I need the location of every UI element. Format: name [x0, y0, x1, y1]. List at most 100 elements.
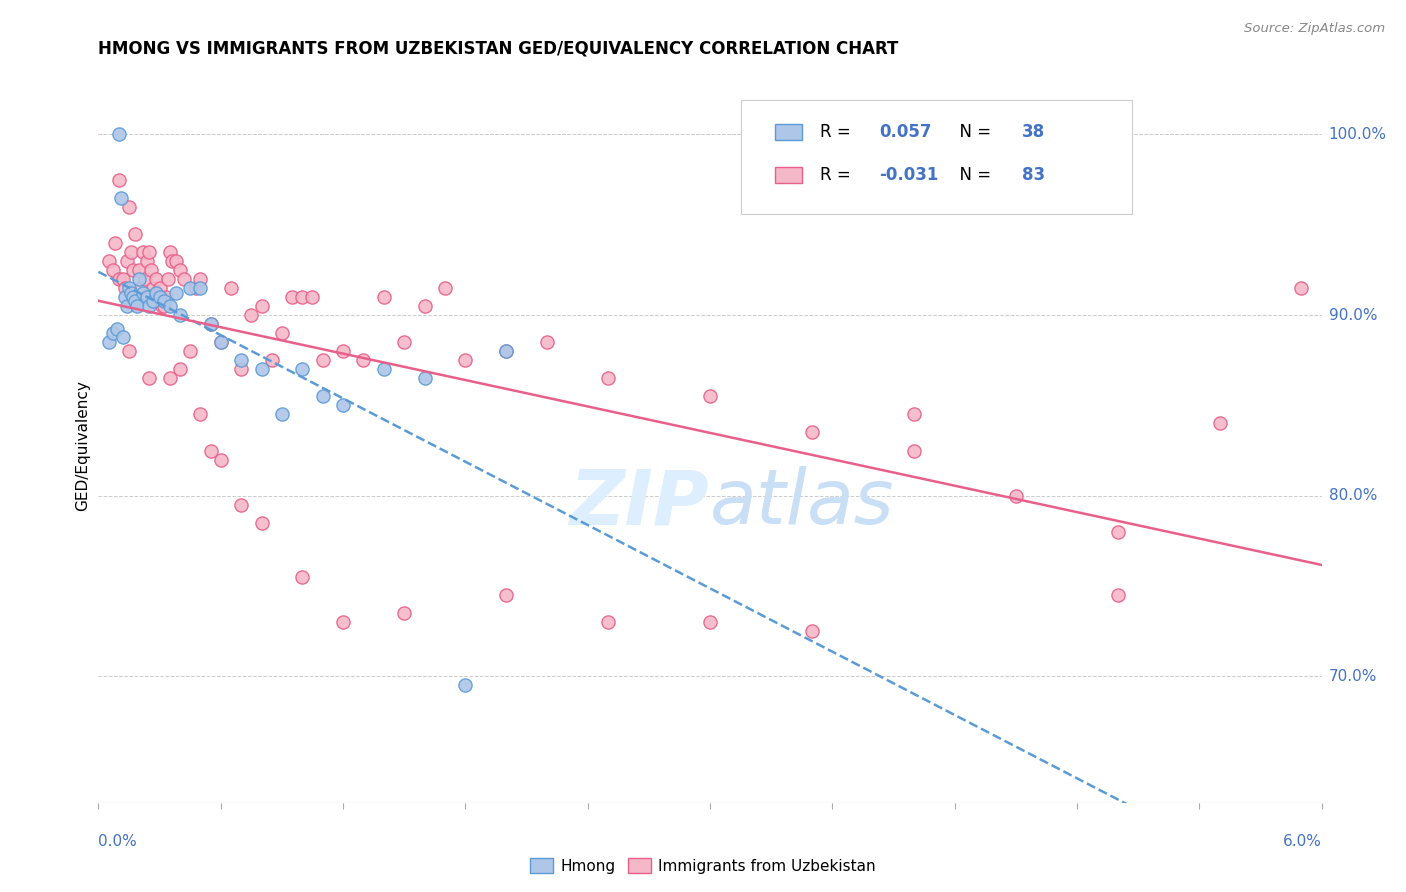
- Text: -0.031: -0.031: [879, 166, 938, 184]
- Point: [104, 235, 127, 250]
- Legend: Hmong, Immigrants from Uzbekistan: Hmong, Immigrants from Uzbekistan: [524, 852, 882, 880]
- Point: [311, 389, 335, 403]
- Text: Source: ZipAtlas.com: Source: ZipAtlas.com: [1244, 22, 1385, 36]
- Point: [142, 293, 165, 308]
- Point: [118, 281, 141, 295]
- Point: [281, 290, 304, 304]
- Point: [1107, 588, 1129, 602]
- Point: [179, 344, 201, 359]
- Text: R =: R =: [820, 166, 856, 184]
- Point: [105, 322, 128, 336]
- Point: [118, 344, 141, 359]
- Point: [114, 290, 136, 304]
- Text: 6.0%: 6.0%: [1282, 834, 1322, 849]
- Point: [903, 408, 925, 422]
- Text: 83: 83: [1022, 166, 1045, 184]
- Point: [332, 615, 354, 629]
- Point: [270, 408, 292, 422]
- Point: [114, 281, 136, 295]
- Point: [108, 128, 131, 142]
- Point: [200, 317, 222, 331]
- Point: [373, 290, 395, 304]
- Point: [134, 272, 156, 286]
- Point: [801, 425, 824, 440]
- Point: [332, 344, 354, 359]
- Point: [352, 353, 374, 368]
- Point: [138, 244, 160, 259]
- Text: 70.0%: 70.0%: [1329, 669, 1376, 684]
- Point: [132, 286, 155, 301]
- Text: ZIP: ZIP: [571, 467, 710, 540]
- Point: [159, 299, 181, 313]
- Point: [250, 299, 273, 313]
- Point: [209, 335, 232, 350]
- Text: 38: 38: [1022, 123, 1045, 141]
- Point: [291, 570, 314, 584]
- Point: [142, 281, 165, 295]
- Point: [209, 452, 232, 467]
- Y-axis label: GED/Equivalency: GED/Equivalency: [75, 381, 90, 511]
- Point: [118, 200, 141, 214]
- Point: [152, 299, 174, 313]
- Point: [454, 678, 477, 692]
- Point: [596, 615, 619, 629]
- Point: [903, 443, 925, 458]
- Point: [159, 371, 181, 385]
- Point: [219, 281, 242, 295]
- Point: [801, 624, 824, 639]
- Point: [373, 362, 395, 376]
- Point: [165, 253, 187, 268]
- Point: [110, 191, 132, 205]
- Point: [1291, 281, 1313, 295]
- Point: [596, 371, 619, 385]
- Point: [169, 308, 191, 322]
- Point: [291, 290, 314, 304]
- Point: [250, 516, 273, 530]
- Point: [209, 335, 232, 350]
- Point: [160, 253, 183, 268]
- Point: [250, 362, 273, 376]
- Text: 80.0%: 80.0%: [1329, 488, 1376, 503]
- Point: [699, 615, 721, 629]
- Point: [179, 281, 201, 295]
- Point: [291, 362, 314, 376]
- Point: [413, 299, 436, 313]
- Point: [108, 272, 131, 286]
- Point: [699, 389, 721, 403]
- FancyBboxPatch shape: [741, 100, 1132, 214]
- Point: [146, 290, 169, 304]
- Point: [186, 281, 208, 295]
- Point: [413, 371, 436, 385]
- Text: 0.0%: 0.0%: [98, 834, 138, 849]
- Point: [152, 293, 174, 308]
- Point: [136, 290, 159, 304]
- Point: [165, 286, 187, 301]
- Point: [120, 286, 142, 301]
- FancyBboxPatch shape: [775, 167, 801, 183]
- Point: [392, 335, 416, 350]
- Point: [332, 398, 354, 412]
- Point: [145, 272, 167, 286]
- Point: [1107, 524, 1129, 539]
- Point: [138, 371, 160, 385]
- Point: [173, 272, 195, 286]
- Point: [141, 263, 163, 277]
- Point: [127, 290, 149, 304]
- Point: [188, 281, 211, 295]
- Point: [120, 244, 142, 259]
- Point: [301, 290, 323, 304]
- Point: [136, 253, 159, 268]
- Text: N =: N =: [949, 123, 995, 141]
- Point: [149, 290, 172, 304]
- Point: [260, 353, 283, 368]
- Point: [128, 263, 150, 277]
- Point: [150, 299, 173, 313]
- Point: [97, 335, 120, 350]
- Point: [1004, 489, 1026, 503]
- Point: [122, 290, 145, 304]
- Point: [122, 263, 145, 277]
- Point: [495, 344, 517, 359]
- Text: 90.0%: 90.0%: [1329, 308, 1376, 323]
- Point: [115, 253, 138, 268]
- Point: [536, 335, 558, 350]
